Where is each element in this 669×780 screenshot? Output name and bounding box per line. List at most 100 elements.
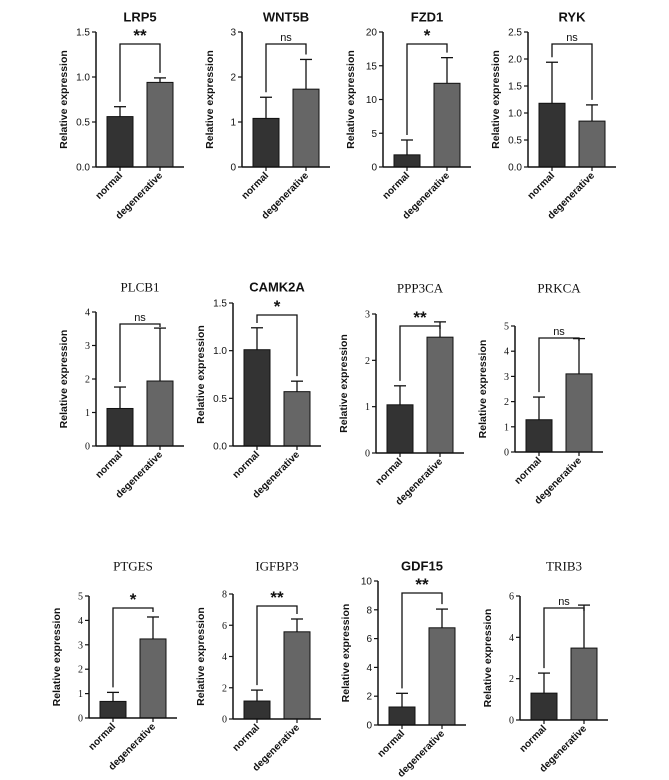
x-tick-label-normal: normal	[376, 728, 408, 760]
y-axis-label: Relative expression	[195, 325, 207, 424]
bar-normal	[252, 117, 280, 168]
bar-normal	[243, 700, 271, 720]
y-axis-label: Relative expression	[51, 608, 63, 707]
bar-degenerative	[565, 373, 593, 453]
y-tick-label: 3	[78, 640, 83, 651]
bar-normal	[388, 706, 416, 726]
y-tick-label: 2.0	[508, 55, 522, 66]
bar-normal	[538, 102, 566, 168]
chart-title: LRP5	[123, 10, 156, 25]
bar-degenerative	[426, 336, 454, 454]
significance-label: *	[424, 26, 431, 45]
significance-label: ns	[566, 32, 578, 44]
significance-label: ns	[553, 326, 565, 338]
y-tick-label: 5	[371, 129, 377, 140]
y-tick-label: 4	[366, 663, 372, 674]
y-tick-label: 1	[230, 118, 236, 129]
y-tick-label: 5	[504, 322, 509, 333]
bar-normal	[386, 404, 414, 454]
y-axis-label: Relative expression	[477, 340, 489, 439]
bar-degenerative	[146, 380, 174, 447]
y-tick-label: 2	[366, 692, 372, 703]
y-tick-label: 3	[230, 28, 236, 39]
y-tick-label: 0.0	[76, 163, 90, 174]
bar-degenerative	[283, 631, 311, 720]
x-tick-label-normal: normal	[526, 170, 558, 202]
y-tick-label: 1	[504, 422, 509, 433]
chart-title: IGFBP3	[255, 559, 298, 574]
y-tick-label: 1.0	[213, 346, 227, 357]
chart-title: FZD1	[411, 10, 444, 25]
y-tick-label: 1	[85, 408, 90, 419]
significance-bracket	[551, 43, 593, 100]
significance-bracket	[256, 314, 298, 377]
y-tick-label: 3	[365, 310, 370, 321]
y-tick-label: 1	[78, 689, 83, 700]
y-tick-label: 0	[371, 163, 377, 174]
chart-title: RYK	[559, 10, 587, 25]
y-tick-label: 0.0	[508, 163, 522, 174]
y-tick-label: 10	[361, 577, 373, 588]
y-axis-label: Relative expression	[58, 330, 70, 429]
x-tick-label-normal: normal	[381, 170, 413, 202]
y-tick-label: 0	[366, 721, 372, 732]
y-tick-label: 20	[366, 28, 378, 39]
y-tick-label: 8	[366, 605, 372, 616]
significance-bracket	[399, 325, 441, 381]
y-tick-label: 2	[504, 397, 509, 408]
chart-title: CAMK2A	[249, 280, 305, 295]
bar-normal	[106, 116, 134, 168]
y-tick-label: 1.5	[213, 299, 227, 310]
significance-bracket	[256, 605, 298, 686]
bar-normal	[106, 407, 134, 447]
y-tick-label: 0	[222, 715, 227, 726]
bar-degenerative	[292, 88, 320, 168]
y-tick-label: 4	[504, 347, 509, 358]
x-tick-label-normal: normal	[231, 722, 263, 754]
significance-bracket	[119, 43, 161, 102]
significance-bracket	[543, 607, 585, 669]
x-tick-label-normal: normal	[94, 449, 126, 481]
significance-bracket	[401, 592, 443, 689]
significance-bracket	[119, 323, 161, 383]
y-axis-label: Relative expression	[482, 609, 494, 708]
chart-title: WNT5B	[263, 10, 309, 25]
chart-panel-lrp5: LRP5 Relative expression 0.0 0.5 1.0 1.5 norma…	[58, 10, 184, 222]
y-tick-label: 3	[85, 341, 90, 352]
significance-label: ns	[134, 312, 146, 324]
bar-degenerative	[146, 81, 174, 168]
x-tick-label-normal: normal	[240, 170, 272, 202]
bar-normal	[393, 154, 421, 168]
significance-label: **	[133, 26, 147, 45]
y-tick-label: 2	[222, 683, 227, 694]
y-tick-label: 4	[509, 633, 514, 644]
y-tick-label: 1.5	[508, 82, 522, 93]
x-tick-label-normal: normal	[374, 456, 406, 488]
bar-degenerative	[139, 638, 167, 719]
y-tick-label: 2	[509, 674, 514, 685]
y-tick-label: 0.0	[213, 442, 227, 453]
y-tick-label: 1.0	[508, 109, 522, 120]
y-tick-label: 6	[366, 634, 372, 645]
significance-label: *	[274, 297, 281, 316]
bar-degenerative	[283, 391, 311, 447]
y-tick-label: 0.5	[76, 118, 90, 129]
chart-title: GDF15	[401, 559, 443, 574]
bar-degenerative	[570, 647, 598, 721]
y-tick-label: 2	[230, 73, 236, 84]
x-tick-label-normal: normal	[87, 721, 119, 753]
y-tick-label: 4	[85, 308, 90, 319]
y-tick-label: 15	[366, 61, 378, 72]
significance-bracket	[112, 607, 154, 688]
y-axis-label: Relative expression	[204, 50, 216, 149]
bar-normal	[243, 349, 271, 447]
